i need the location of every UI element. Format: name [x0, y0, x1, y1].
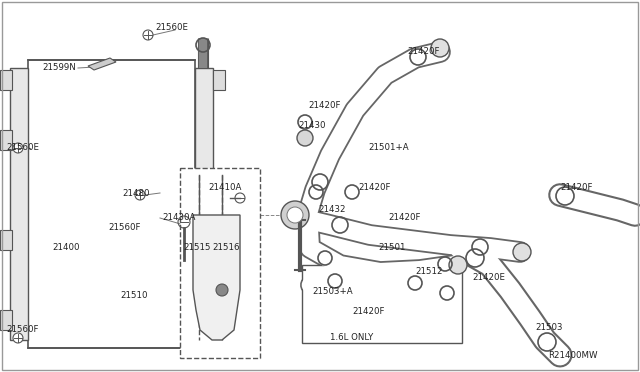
Text: 21420F: 21420F [388, 214, 420, 222]
Text: 21480: 21480 [122, 189, 150, 198]
Text: 21503+A: 21503+A [312, 288, 353, 296]
Text: 21430A: 21430A [162, 214, 195, 222]
Text: 21420F: 21420F [352, 308, 385, 317]
Circle shape [281, 201, 309, 229]
Bar [10, 68, 28, 340]
Text: 21516: 21516 [212, 244, 239, 253]
Bar [0, 70, 12, 90]
Text: 21420F: 21420F [407, 48, 440, 57]
Circle shape [13, 143, 23, 153]
Text: 21420E: 21420E [472, 273, 505, 282]
Text: 21560E: 21560E [6, 144, 39, 153]
Circle shape [431, 39, 449, 57]
Text: 21400: 21400 [52, 244, 79, 253]
Circle shape [13, 333, 23, 343]
Bar [213, 175, 225, 195]
Bar [213, 70, 225, 90]
Text: 21410A: 21410A [208, 183, 241, 192]
Bar [180, 168, 260, 358]
Text: 21420F: 21420F [358, 183, 390, 192]
Text: R21400MW: R21400MW [548, 350, 598, 359]
Bar [213, 300, 225, 320]
Text: 21560F: 21560F [6, 326, 38, 334]
Bar [0, 310, 12, 330]
Text: 1.6L ONLY: 1.6L ONLY [330, 334, 373, 343]
Text: 21420F: 21420F [560, 183, 593, 192]
Circle shape [297, 130, 313, 146]
Circle shape [143, 30, 153, 40]
Circle shape [287, 207, 303, 223]
Bar [195, 68, 213, 340]
Bar [0, 130, 12, 150]
Circle shape [449, 256, 467, 274]
Text: 21560E: 21560E [155, 23, 188, 32]
Bar [302, 265, 462, 343]
Bar [0, 230, 12, 250]
Polygon shape [193, 215, 240, 340]
Text: 21560F: 21560F [108, 224, 141, 232]
Circle shape [216, 284, 228, 296]
Text: 21512: 21512 [415, 267, 442, 276]
Text: 21599N: 21599N [42, 64, 76, 73]
Text: 21432: 21432 [318, 205, 346, 215]
Text: 21430: 21430 [298, 121, 326, 129]
Text: 21501+A: 21501+A [368, 144, 408, 153]
Text: 21503: 21503 [535, 324, 563, 333]
Bar [28, 60, 195, 348]
Text: 21420F: 21420F [308, 100, 340, 109]
Text: 21501: 21501 [378, 244, 406, 253]
Circle shape [513, 243, 531, 261]
Text: 21510: 21510 [120, 291, 147, 299]
Circle shape [135, 190, 145, 200]
Polygon shape [88, 58, 116, 70]
Text: 21515: 21515 [183, 244, 211, 253]
